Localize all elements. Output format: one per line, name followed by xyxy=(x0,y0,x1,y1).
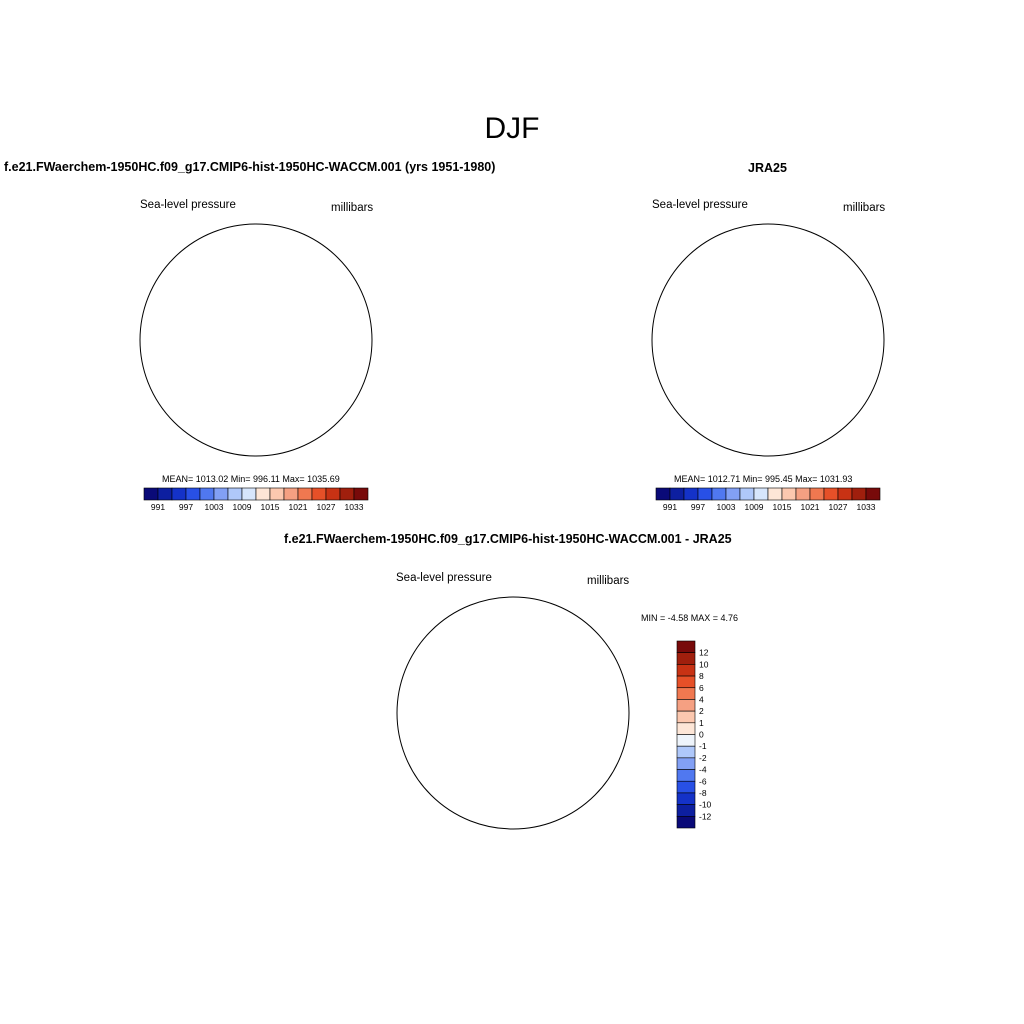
obs-colorbar-tick-label: 997 xyxy=(691,502,705,512)
diff-variable-label: Sea-level pressure xyxy=(396,572,492,584)
obs-stats: MEAN= 1012.71 Min= 995.45 Max= 1031.93 xyxy=(674,474,853,484)
model-colorbar-swatch xyxy=(171,487,187,501)
model-colorbar-swatch xyxy=(143,487,159,501)
diff-colorbar-swatch xyxy=(676,804,696,817)
diff-colorbar-swatch xyxy=(676,699,696,712)
model-map xyxy=(139,223,373,457)
diff-colorbar-swatch xyxy=(676,734,696,747)
diff-panel-title: f.e21.FWaerchem-1950HC.f09_g17.CMIP6-his… xyxy=(284,532,732,546)
diff-colorbar-swatch xyxy=(676,664,696,677)
model-colorbar-swatch xyxy=(353,487,369,501)
model-colorbar-swatch xyxy=(297,487,313,501)
diff-colorbar-swatch xyxy=(676,757,696,770)
diff-colorbar-swatch xyxy=(676,769,696,782)
model-colorbar-swatch xyxy=(311,487,327,501)
model-colorbar-swatch xyxy=(283,487,299,501)
obs-colorbar-swatch xyxy=(739,487,755,501)
diff-colorbar-tick-label: 8 xyxy=(699,671,704,681)
obs-panel-title: JRA25 xyxy=(748,161,787,175)
diff-stats: MIN = -4.58 MAX = 4.76 xyxy=(641,613,739,623)
diff-colorbar-swatch xyxy=(676,745,696,759)
obs-colorbar-tick-label: 991 xyxy=(663,502,677,512)
model-colorbar-swatch xyxy=(227,487,243,501)
model-colorbar-tick-label: 1033 xyxy=(345,502,364,512)
diff-colorbar-swatch xyxy=(676,687,696,700)
obs-colorbar-tick-label: 1021 xyxy=(801,502,820,512)
obs-colorbar-swatch xyxy=(781,487,797,501)
model-colorbar-swatch xyxy=(199,487,215,501)
diff-colorbar-tick-label: -1 xyxy=(699,741,707,751)
diff-colorbar-swatch xyxy=(676,710,696,724)
obs-colorbar-swatch xyxy=(865,487,881,501)
diff-colorbar-tick-label: 4 xyxy=(699,694,704,704)
diff-colorbar-swatch xyxy=(676,780,696,794)
model-stats: MEAN= 1013.02 Min= 996.11 Max= 1035.69 xyxy=(162,474,340,484)
diff-map xyxy=(396,596,630,830)
obs-colorbar-swatch xyxy=(697,487,713,501)
model-colorbar-swatch xyxy=(269,487,285,501)
model-colorbar-swatch xyxy=(157,487,173,501)
obs-map xyxy=(651,223,885,457)
diff-colorbar-swatch xyxy=(676,652,696,665)
diff-colorbar-swatch xyxy=(676,792,696,805)
obs-colorbar-swatch xyxy=(753,487,769,501)
diff-colorbar-tick-label: 6 xyxy=(699,683,704,693)
model-colorbar-swatch xyxy=(325,487,341,501)
diff-colorbar-tick-label: 10 xyxy=(699,659,709,669)
diff-colorbar-swatch xyxy=(676,722,696,735)
obs-colorbar-swatch xyxy=(669,487,685,501)
obs-colorbar-tick-label: 1033 xyxy=(857,502,876,512)
diff-colorbar-tick-label: -4 xyxy=(699,765,707,775)
obs-colorbar-swatch xyxy=(851,487,867,501)
diff-colorbar-tick-label: -12 xyxy=(699,811,712,821)
model-colorbar-tick-label: 997 xyxy=(179,502,193,512)
obs-variable-label: Sea-level pressure xyxy=(652,199,748,211)
diff-units-label: millibars xyxy=(587,575,630,587)
diff-colorbar-swatch xyxy=(676,675,696,689)
obs-colorbar-tick-label: 1003 xyxy=(717,502,736,512)
obs-colorbar-swatch xyxy=(655,487,671,501)
obs-colorbar-swatch xyxy=(683,487,699,501)
diff-colorbar-tick-label: 0 xyxy=(699,730,704,740)
obs-colorbar-swatch xyxy=(711,487,727,501)
diff-colorbar-tick-label: 2 xyxy=(699,706,704,716)
obs-colorbar-swatch xyxy=(767,487,783,501)
model-colorbar-swatch xyxy=(213,487,229,501)
model-colorbar-tick-label: 1021 xyxy=(289,502,308,512)
diff-colorbar-swatch xyxy=(676,640,696,653)
diff-colorbar-tick-label: 1 xyxy=(699,718,704,728)
model-variable-label: Sea-level pressure xyxy=(140,199,236,211)
obs-colorbar-swatch xyxy=(837,487,853,501)
obs-colorbar: 991 997 1003 1009 1015 1021 1027 1033 xyxy=(655,487,881,512)
diff-colorbar-tick-label: -2 xyxy=(699,753,707,763)
model-colorbar-tick-label: 991 xyxy=(151,502,165,512)
obs-colorbar-swatch xyxy=(809,487,825,501)
model-colorbar-swatch xyxy=(185,487,201,501)
model-panel-title: f.e21.FWaerchem-1950HC.f09_g17.CMIP6-his… xyxy=(4,160,496,174)
diff-colorbar-tick-label: -10 xyxy=(699,800,712,810)
model-units-label: millibars xyxy=(331,202,374,214)
diff-colorbar-swatch xyxy=(676,816,696,829)
obs-colorbar-swatch xyxy=(725,487,741,501)
obs-colorbar-tick-label: 1009 xyxy=(745,502,764,512)
page-title: DJF xyxy=(484,112,540,145)
model-colorbar: 991 997 1003 1009 1015 1021 1027 1033 xyxy=(143,487,369,512)
model-colorbar-tick-label: 1027 xyxy=(317,502,336,512)
model-colorbar-tick-label: 1003 xyxy=(205,502,224,512)
diff-colorbar-tick-label: -8 xyxy=(699,788,707,798)
model-colorbar-tick-label: 1009 xyxy=(233,502,252,512)
model-colorbar-tick-label: 1015 xyxy=(261,502,280,512)
model-colorbar-swatch xyxy=(339,487,355,501)
diff-colorbar-tick-label: 12 xyxy=(699,648,709,658)
obs-colorbar-swatch xyxy=(823,487,839,501)
diff-colorbar-tick-label: -6 xyxy=(699,776,707,786)
model-colorbar-swatch xyxy=(255,487,271,501)
obs-colorbar-tick-label: 1027 xyxy=(829,502,848,512)
obs-colorbar-tick-label: 1015 xyxy=(773,502,792,512)
obs-units-label: millibars xyxy=(843,202,886,214)
model-colorbar-swatch xyxy=(241,487,257,501)
obs-colorbar-swatch xyxy=(795,487,811,501)
